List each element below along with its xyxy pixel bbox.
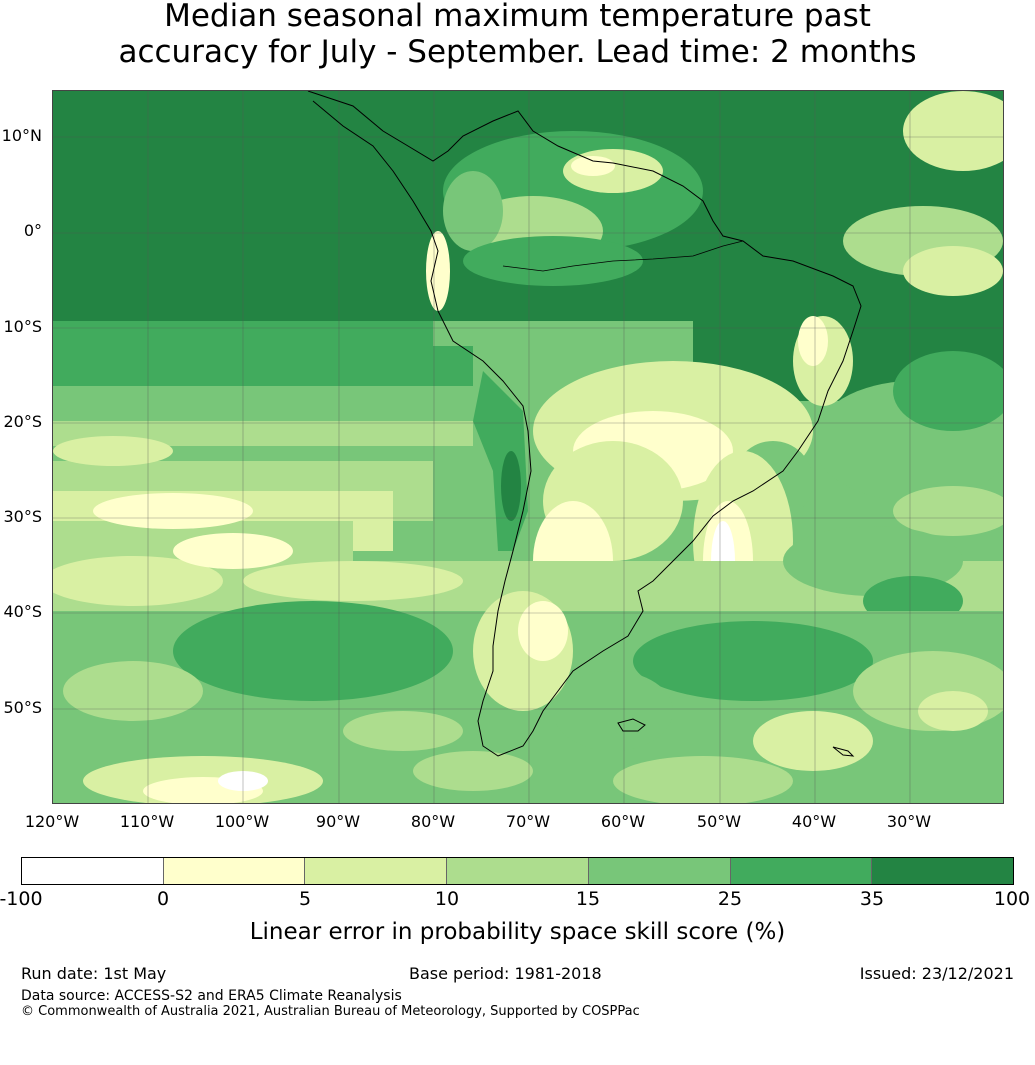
lon-label: 40°W (791, 812, 837, 831)
map-title-line-2: accuracy for July - September. Lead time… (118, 34, 917, 70)
skill-score-map (52, 90, 1004, 804)
colorbar-segment (22, 858, 164, 884)
data-source: Data source: ACCESS-S2 and ERA5 Climate … (21, 988, 402, 1004)
lon-label: 120°W (24, 812, 80, 831)
lon-label: 90°W (315, 812, 361, 831)
lat-label: 50°S (3, 698, 42, 717)
colorbar-segment (163, 858, 306, 884)
map-title-line-1: Median seasonal maximum temperature past (164, 0, 871, 34)
colorbar-segment (305, 858, 448, 884)
amazon-river (502, 240, 744, 272)
colorbar-legend (21, 857, 1014, 885)
lat-label: 30°S (3, 507, 42, 526)
lon-label: 110°W (119, 812, 175, 831)
falkland-islands (617, 718, 646, 732)
colorbar-tick: 100 (993, 888, 1031, 910)
colorbar-tick: 15 (575, 888, 601, 910)
colorbar-tick: 25 (717, 888, 743, 910)
copyright-notice: © Commonwealth of Australia 2021, Austra… (21, 1004, 640, 1019)
lon-label: 100°W (214, 812, 270, 831)
map-canvas (53, 91, 1003, 803)
colorbar-label: Linear error in probability space skill … (249, 919, 786, 945)
issued-date: Issued: 23/12/2021 (859, 964, 1014, 983)
lon-label: 50°W (696, 812, 742, 831)
south-america-coastline (307, 91, 862, 757)
colorbar-segment (588, 858, 731, 884)
lon-label: 60°W (600, 812, 646, 831)
colorbar-tick: -100 (0, 888, 43, 910)
south-georgia (832, 746, 855, 757)
lat-label: 20°S (3, 412, 42, 431)
colorbar-tick: 5 (298, 888, 312, 910)
lon-label: 70°W (505, 812, 551, 831)
colorbar-segment (447, 858, 589, 884)
lon-label: 30°W (886, 812, 932, 831)
colorbar-tick: 35 (859, 888, 885, 910)
lat-label: 10°S (3, 317, 42, 336)
lat-label: 10°N (1, 126, 42, 145)
lat-label: 0° (23, 221, 42, 240)
run-date: Run date: 1st May (21, 964, 167, 983)
base-period: Base period: 1981-2018 (409, 964, 602, 983)
colorbar-segment (730, 858, 873, 884)
lat-label: 40°S (3, 602, 42, 621)
colorbar-segment (872, 858, 1014, 884)
colorbar-tick: 0 (156, 888, 170, 910)
colorbar-tick: 10 (434, 888, 460, 910)
lon-label: 80°W (410, 812, 456, 831)
